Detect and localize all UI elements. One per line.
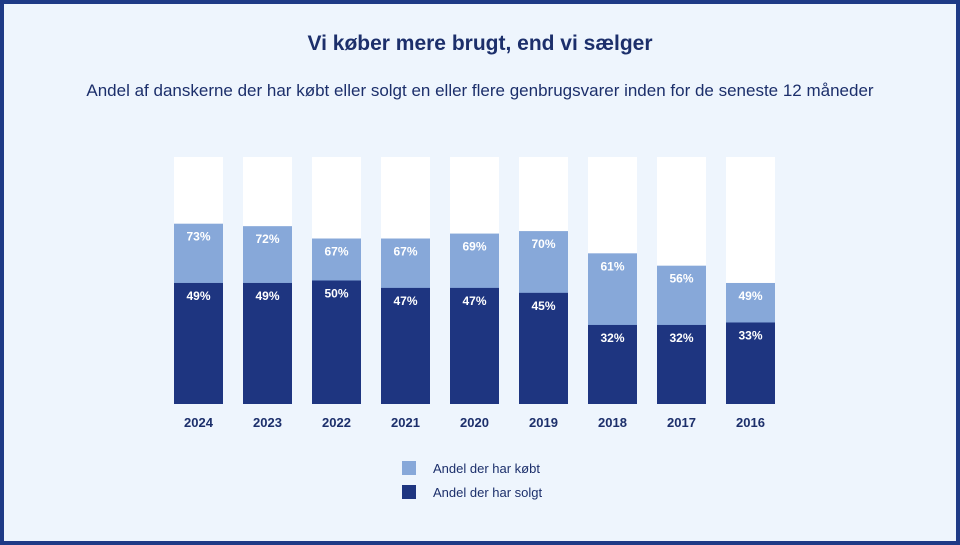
bar-sold — [243, 282, 292, 404]
x-tick-label: 2024 — [184, 415, 214, 430]
legend-swatch-sold — [402, 485, 416, 499]
bar-chart: 73% 49% 2024 72% 49% 2023 67% 50% 2022 67% 47% 2021… — [174, 157, 775, 430]
data-label-sold: 32% — [600, 331, 624, 345]
data-label-bought: 69% — [462, 240, 486, 254]
bar-sold — [726, 322, 775, 404]
data-label-bought: 72% — [255, 232, 279, 246]
data-label-bought: 73% — [186, 230, 210, 244]
legend-label-sold: Andel der har solgt — [433, 484, 543, 500]
x-tick-label: 2017 — [667, 415, 696, 430]
legend-swatch-bought — [402, 461, 416, 475]
data-label-sold: 49% — [186, 289, 210, 303]
x-tick-label: 2022 — [322, 415, 351, 430]
x-tick-label: 2021 — [391, 415, 420, 430]
bar-sold — [174, 282, 223, 404]
data-label-sold: 49% — [255, 289, 279, 303]
bar-sold — [450, 287, 499, 404]
data-label-bought: 67% — [324, 245, 348, 259]
data-label-bought: 49% — [738, 289, 762, 303]
data-label-bought: 56% — [669, 272, 693, 286]
data-label-sold: 45% — [531, 299, 555, 313]
chart-frame: Vi køber mere brugt, end vi sælger Andel… — [4, 4, 956, 541]
legend: Andel der har købt Andel der har solgt — [402, 456, 542, 504]
data-label-sold: 47% — [393, 294, 417, 308]
legend-item-bought: Andel der har købt — [402, 456, 542, 480]
x-tick-label: 2023 — [253, 415, 282, 430]
x-tick-label: 2020 — [460, 415, 489, 430]
bar-sold — [657, 324, 706, 404]
x-tick-label: 2016 — [736, 415, 765, 430]
x-tick-label: 2019 — [529, 415, 558, 430]
bar-sold — [381, 287, 430, 404]
bar-sold — [519, 292, 568, 404]
data-label-sold: 33% — [738, 328, 762, 342]
data-label-sold: 32% — [669, 331, 693, 345]
x-tick-label: 2018 — [598, 415, 627, 430]
bar-sold — [312, 280, 361, 404]
data-label-sold: 50% — [324, 287, 348, 301]
data-label-sold: 47% — [462, 294, 486, 308]
bar-sold — [588, 324, 637, 404]
legend-label-bought: Andel der har købt — [433, 460, 540, 476]
data-label-bought: 61% — [600, 259, 624, 273]
chart-subtitle: Andel af danskerne der har købt eller so… — [86, 81, 874, 100]
data-label-bought: 67% — [393, 245, 417, 259]
legend-item-sold: Andel der har solgt — [402, 480, 542, 504]
chart-title: Vi køber mere brugt, end vi sælger — [307, 32, 653, 55]
data-label-bought: 70% — [531, 237, 555, 251]
